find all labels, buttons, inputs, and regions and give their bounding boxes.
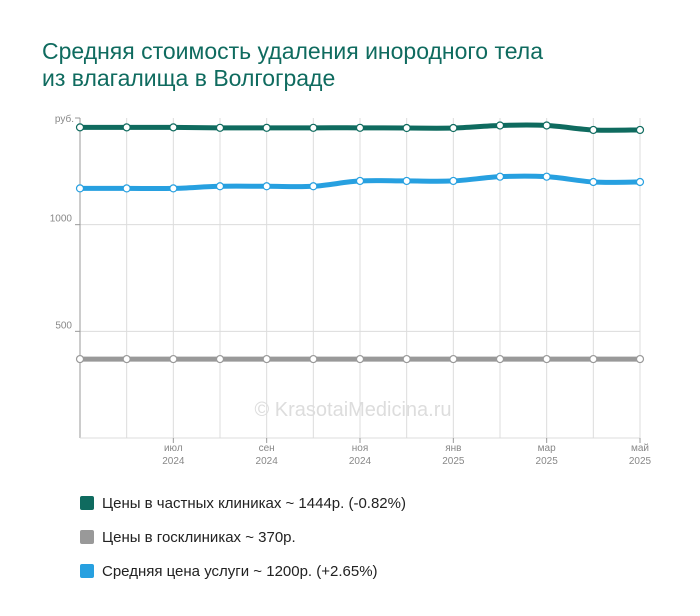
series	[75, 121, 645, 364]
data-point	[635, 354, 645, 364]
x-tick-label-month: июл	[164, 443, 183, 454]
data-point	[589, 177, 598, 187]
data-point	[355, 123, 365, 132]
x-tick-label-year: 2024	[349, 456, 372, 467]
data-point	[309, 123, 318, 132]
y-axis-unit-label: руб.	[55, 113, 74, 125]
x-tick-label-year: 2024	[256, 456, 279, 467]
legend-item-public: Цены в госклиниках ~ 370р.	[80, 520, 406, 554]
data-point	[169, 354, 178, 364]
x-tick-label-month: ноя	[352, 443, 369, 454]
data-point	[495, 354, 505, 364]
data-point	[402, 123, 411, 133]
x-tick-label-year: 2025	[629, 456, 652, 467]
x-tick-label-month: сен	[259, 443, 275, 454]
data-point	[542, 172, 551, 181]
legend: Цены в частных клиниках ~ 1444р. (-0.82%…	[80, 486, 406, 588]
y-tick-label: 500	[55, 320, 72, 331]
data-point	[262, 354, 271, 364]
data-point	[309, 354, 318, 364]
legend-item-average: Средняя цена услуги ~ 1200р. (+2.65%)	[80, 554, 406, 588]
chart-title-line-2: из влагалища в Волгограде	[42, 65, 336, 91]
data-point	[75, 354, 85, 364]
data-point	[262, 182, 271, 191]
data-point	[542, 121, 551, 130]
data-point	[215, 182, 225, 191]
x-tick-label-month: мар	[538, 443, 556, 454]
data-point	[355, 176, 365, 186]
data-point	[589, 354, 598, 364]
legend-item-private: Цены в частных клиниках ~ 1444р. (-0.82%…	[80, 486, 406, 520]
x-tick-label-month: май	[631, 443, 649, 454]
data-point	[355, 354, 365, 364]
legend-label: Цены в госклиниках ~ 370р.	[102, 528, 296, 546]
data-point	[589, 125, 598, 135]
data-point	[75, 123, 85, 132]
legend-swatch	[80, 564, 94, 578]
data-point	[635, 125, 645, 135]
data-point	[495, 121, 505, 130]
watermark: © KrasotaiMedicina.ru	[254, 399, 451, 421]
data-point	[215, 123, 225, 132]
y-tick-label: 1000	[50, 214, 73, 225]
data-point	[542, 354, 551, 364]
legend-swatch	[80, 496, 94, 510]
chart-title: Средняя стоимость удаления инородного те…	[42, 38, 662, 92]
line-chart: руб. 500 1000 июл 2024 сен 2024 ноя 2024 янв 2025 м…	[50, 113, 652, 467]
data-point	[449, 354, 458, 364]
data-point	[635, 177, 645, 187]
x-tick-label-year: 2025	[442, 456, 465, 467]
data-point	[449, 176, 458, 186]
chart-title-line-1: Средняя стоимость удаления инородного те…	[42, 38, 544, 64]
data-point	[169, 184, 178, 193]
data-point	[215, 354, 225, 364]
data-point	[122, 354, 131, 364]
legend-label: Цены в частных клиниках ~ 1444р. (-0.82%…	[102, 494, 406, 512]
data-point	[122, 123, 131, 132]
data-point	[495, 172, 505, 181]
legend-label: Средняя цена услуги ~ 1200р. (+2.65%)	[102, 562, 378, 580]
x-tick-label-year: 2024	[162, 456, 185, 467]
data-point	[309, 182, 318, 191]
x-tick-label-month: янв	[445, 443, 461, 454]
data-point	[449, 123, 458, 133]
x-tick-label-year: 2025	[536, 456, 559, 467]
data-point	[402, 176, 411, 186]
axes: руб. 500 1000 июл 2024 сен 2024 ноя 2024 янв 2025 м…	[50, 113, 652, 467]
data-point	[169, 123, 178, 132]
data-point	[262, 123, 271, 132]
data-point	[402, 354, 411, 364]
data-point	[75, 184, 85, 193]
grid	[80, 118, 641, 438]
legend-swatch	[80, 530, 94, 544]
data-point	[122, 184, 131, 193]
